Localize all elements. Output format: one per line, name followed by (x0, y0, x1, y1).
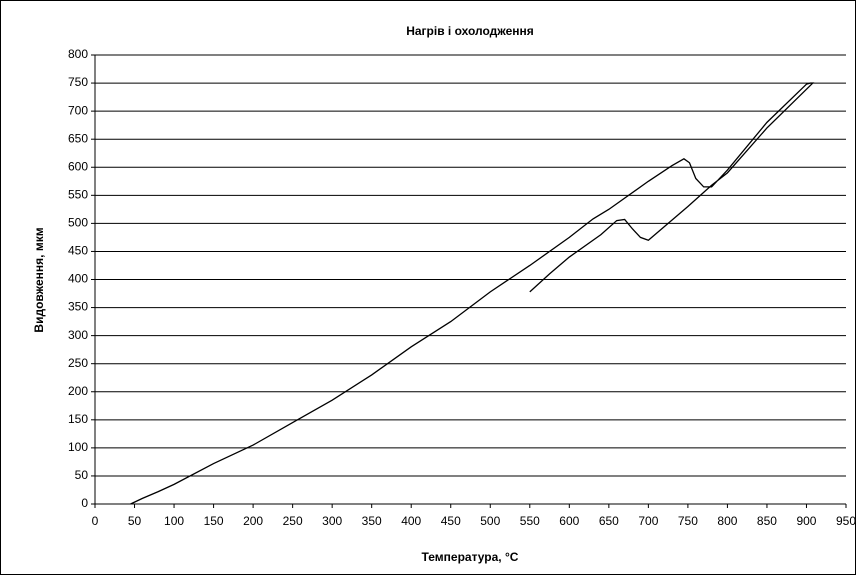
x-tick-label: 450 (441, 514, 461, 528)
x-tick-label: 600 (559, 514, 579, 528)
x-tick-label: 350 (362, 514, 382, 528)
y-tick-label: 650 (68, 131, 88, 145)
y-tick-label: 300 (68, 328, 88, 342)
y-tick-label: 600 (68, 159, 88, 173)
data-line (130, 82, 815, 505)
y-tick-label: 150 (68, 412, 88, 426)
y-tick-label: 500 (68, 216, 88, 230)
x-tick-label: 200 (243, 514, 263, 528)
x-tick-label: 700 (638, 514, 658, 528)
y-tick-label: 550 (68, 187, 88, 201)
x-tick-label: 650 (599, 514, 619, 528)
x-tick-label: 250 (283, 514, 303, 528)
x-tick-label: 0 (92, 514, 99, 528)
y-axis-label: Видовження, мкм (32, 227, 46, 332)
x-axis-label: Температура, °C (422, 550, 519, 564)
x-tick-label: 900 (796, 514, 816, 528)
y-tick-label: 0 (81, 496, 88, 510)
x-tick-label: 800 (717, 514, 737, 528)
x-tick-label: 100 (164, 514, 184, 528)
x-tick-label: 550 (520, 514, 540, 528)
y-tick-label: 750 (68, 75, 88, 89)
x-tick-label: 400 (401, 514, 421, 528)
y-tick-label: 700 (68, 103, 88, 117)
x-tick-label: 300 (322, 514, 342, 528)
y-tick-label: 450 (68, 244, 88, 258)
y-tick-label: 800 (68, 47, 88, 61)
y-tick-label: 100 (68, 440, 88, 454)
y-tick-label: 50 (75, 468, 89, 482)
y-tick-label: 400 (68, 272, 88, 286)
x-tick-label: 150 (204, 514, 224, 528)
x-tick-label: 750 (678, 514, 698, 528)
y-tick-label: 350 (68, 300, 88, 314)
x-tick-label: 850 (757, 514, 777, 528)
x-tick-label: 500 (480, 514, 500, 528)
chart-title: Нагрів і охолодження (406, 24, 534, 38)
x-tick-label: 50 (128, 514, 142, 528)
y-tick-label: 250 (68, 356, 88, 370)
y-tick-label: 200 (68, 384, 88, 398)
x-tick-label: 950 (836, 514, 856, 528)
